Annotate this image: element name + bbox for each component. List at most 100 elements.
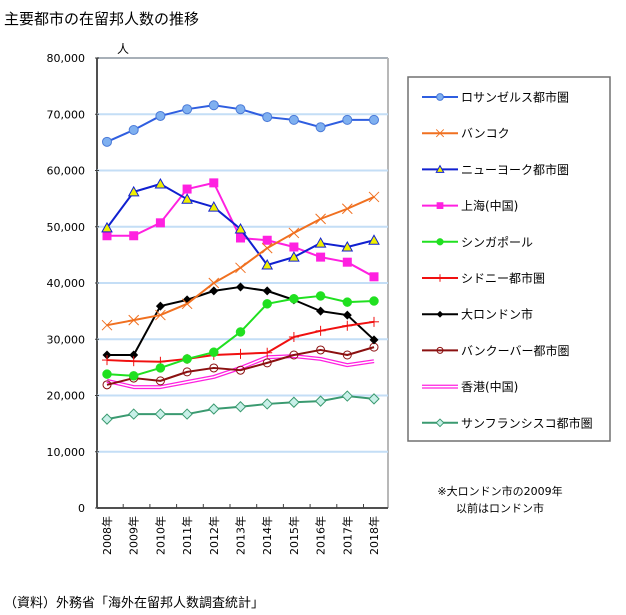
data-point-dot (342, 297, 353, 307)
x-mark-stroke (235, 262, 246, 274)
y-tick-label: 20,000 (47, 390, 86, 403)
series-6 (102, 316, 379, 367)
data-point-diamond (101, 413, 113, 425)
data-point-plus (128, 356, 139, 367)
data-point-diamond (436, 310, 444, 318)
y-tick-label: 10,000 (47, 446, 86, 459)
y-tick-label: 80,000 (47, 52, 86, 65)
data-point-open-circle (182, 367, 192, 377)
data-point-square (342, 257, 352, 267)
x-tick-label: 2012年 (207, 516, 221, 555)
data-point-open-circle (155, 376, 165, 386)
series-1 (102, 100, 379, 147)
series-9 (106, 354, 375, 390)
data-point-diamond (129, 350, 139, 360)
data-point-square (236, 233, 245, 243)
legend-label: シンガポール (461, 235, 533, 249)
x-tick-label: 2008年 (100, 516, 114, 555)
footnote: ※大ロンドン市の2009年 以前はロンドン市 (425, 483, 575, 517)
data-point-diamond (262, 286, 272, 296)
data-point-diamond (208, 403, 220, 415)
x-mark-stroke (181, 298, 193, 310)
y-tick-label: 30,000 (47, 333, 86, 346)
data-point-dot (369, 296, 379, 306)
data-point-plus (342, 320, 353, 331)
series-layer (101, 100, 380, 425)
data-point-x (208, 277, 220, 289)
y-axis: 0 10,000 20,000 30,000 40,000 50,000 60,000 70,… (47, 52, 99, 515)
data-point-x (288, 227, 300, 239)
data-point-triangle (101, 221, 113, 233)
data-point-triangle (234, 222, 247, 234)
data-point-diamond (127, 408, 140, 420)
data-point-dot (209, 347, 219, 357)
data-point-circle (288, 114, 299, 125)
x-tick-label: 2016年 (314, 516, 328, 555)
data-point-open-circle (236, 365, 245, 375)
data-point-diamond (261, 398, 273, 410)
data-point-diamond (155, 301, 165, 311)
legend-item: バンクーバー都市圏 (422, 343, 569, 358)
series-line (107, 285, 375, 356)
legend-item: 上海(中国) (422, 198, 518, 213)
legend-item: シンガポール (422, 235, 533, 249)
data-point-dot (155, 363, 166, 373)
data-point-diamond (368, 393, 380, 405)
data-point-circle (369, 114, 379, 125)
data-point-x (235, 262, 246, 274)
data-point-plus (369, 316, 379, 327)
data-point-diamond (234, 401, 247, 413)
x-tick-label: 2014年 (260, 516, 274, 555)
data-point-circle (128, 125, 139, 135)
data-point-plus (102, 355, 112, 366)
y-tick-label: 40,000 (47, 277, 86, 290)
data-point-x (341, 203, 353, 215)
data-point-plus (288, 332, 299, 342)
data-point-diamond (181, 408, 193, 420)
y-tick-label: 0 (78, 502, 85, 515)
series-line-inner (106, 355, 375, 388)
data-point-open-circle (262, 358, 272, 368)
data-point-triangle (127, 185, 140, 197)
data-point-diamond (342, 310, 352, 320)
legend-item: 香港(中国) (422, 379, 518, 394)
data-point-triangle (435, 164, 445, 173)
data-point-x (368, 191, 380, 203)
data-point-diamond (209, 286, 219, 296)
data-point-open-circle (342, 350, 352, 360)
data-point-x (435, 129, 445, 138)
data-point-circle (155, 110, 166, 121)
data-point-square (289, 242, 299, 252)
y-tick-label: 50,000 (47, 221, 86, 234)
legend-label: バンクーバー都市圏 (461, 343, 569, 358)
data-point-plus (436, 274, 444, 282)
data-point-circle (315, 122, 326, 133)
data-point-square (129, 231, 139, 241)
data-point-triangle (261, 258, 274, 270)
x-mark-stroke (341, 203, 353, 215)
x-mark-stroke (368, 191, 380, 203)
data-point-open-circle (289, 350, 299, 360)
series-line (106, 196, 375, 327)
footnote-line-2: 以前はロンドン市 (456, 502, 544, 515)
x-tick-label: 2015年 (287, 516, 301, 555)
x-mark-stroke (155, 309, 166, 321)
series-line (106, 346, 375, 386)
data-point-open-circle (316, 345, 326, 355)
x-axis: 2008年 2009年 2010年 2011年 2012年 2013年 2014年 2015年… (100, 504, 381, 555)
series-5 (102, 291, 379, 381)
legend-label: サンフランシスコ都市圏 (461, 415, 593, 430)
data-point-square (102, 231, 112, 241)
data-point-dot (128, 371, 139, 381)
source-note: （資料）外務省「海外在留邦人数調査統計」 (4, 596, 265, 611)
gridlines (97, 113, 388, 453)
legend-item: サンフランシスコ都市圏 (422, 415, 593, 430)
legend-item: バンコク (422, 127, 510, 141)
data-point-square (436, 202, 444, 209)
data-point-plus (315, 325, 326, 336)
data-point-triangle (181, 193, 193, 204)
data-point-diamond (435, 418, 445, 428)
data-point-square (155, 218, 165, 228)
footnote-line-1: ※大ロンドン市の2009年 (437, 485, 563, 498)
